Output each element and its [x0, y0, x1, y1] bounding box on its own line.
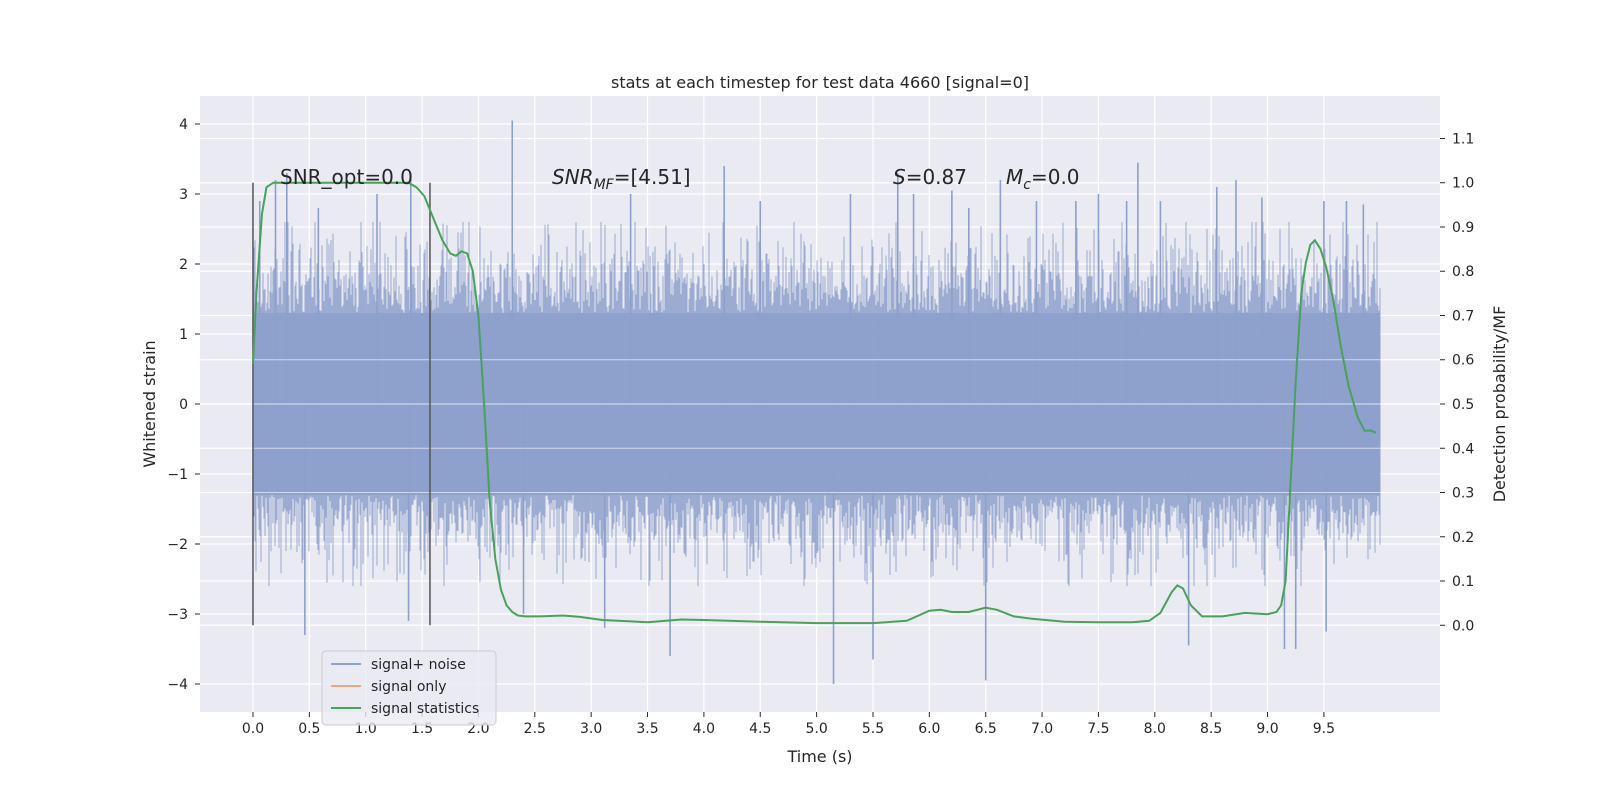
- y2-tick-label: 0.3: [1452, 486, 1474, 502]
- x-tick-label: 2.5: [524, 721, 546, 737]
- x-tick-label: 5.5: [862, 721, 884, 737]
- snr-mf-symbol: SNR: [552, 165, 594, 189]
- y2-tick-label: 0.5: [1452, 397, 1474, 413]
- y-tick-label: −1: [167, 467, 188, 483]
- x-tick-label: 9.5: [1313, 721, 1335, 737]
- y-axis-label: Whitened strain: [140, 340, 159, 467]
- x-tick-label: 3.0: [580, 721, 602, 737]
- s-value: =0.87: [906, 165, 967, 189]
- x-axis-ticks: 0.0 0.5 1.0 1.5 2.0 2.5 3.0 3.5 4.0 4.5 5.0 5.5 6.0 6…: [242, 712, 1335, 737]
- mc-symbol: M: [1006, 165, 1023, 189]
- y-tick-label: 1: [179, 327, 188, 343]
- annotation-snr-mf: SNRMF=[4.51]: [552, 165, 691, 193]
- y-tick-label: −4: [167, 677, 188, 693]
- legend-label-signal-noise: signal+ noise: [371, 657, 466, 673]
- y-tick-label: −3: [167, 607, 188, 623]
- x-tick-label: 6.5: [975, 721, 997, 737]
- snr-mf-value: =[4.51]: [614, 165, 691, 189]
- annotation-s: S=0.87: [893, 165, 967, 189]
- annotation-snr-opt: SNR_opt=0.0: [280, 165, 413, 189]
- legend-label-signal-only: signal only: [371, 679, 446, 695]
- s-symbol: S: [893, 165, 906, 189]
- x-tick-label: 0.5: [298, 721, 320, 737]
- x-tick-label: 0.0: [242, 721, 264, 737]
- legend-box: [321, 650, 497, 726]
- x-tick-label: 4.0: [693, 721, 715, 737]
- x-tick-label: 5.0: [805, 721, 827, 737]
- y2-tick-label: 1.1: [1452, 131, 1474, 147]
- x-axis-label: Time (s): [786, 747, 852, 766]
- y2-tick-label: 1.0: [1452, 176, 1474, 192]
- y-tick-label: 0: [179, 397, 188, 413]
- y2-tick-label: 0.4: [1452, 441, 1474, 457]
- chart-title: stats at each timestep for test data 466…: [611, 73, 1029, 92]
- y-tick-label: 4: [179, 117, 188, 133]
- series-signal-noise: [200, 120, 1440, 684]
- y-axis-ticks: 4 3 2 1 0 −1 −2 −3 −4: [167, 117, 200, 693]
- legend-label-signal-statistics: signal statistics: [371, 701, 479, 717]
- snr-mf-subscript: MF: [594, 177, 615, 193]
- x-tick-label: 6.0: [918, 721, 940, 737]
- y2-tick-label: 0.9: [1452, 220, 1474, 236]
- vertical-markers: [252, 182, 431, 626]
- y2-axis-ticks: 1.1 1.0 0.9 0.8 0.7 0.6 0.5 0.4 0.3 0.2 0.1 0.0: [1440, 131, 1474, 634]
- y2-tick-label: 0.0: [1452, 618, 1474, 634]
- series-signal-statistics-line: [252, 181, 1377, 625]
- legend: signal+ noise signal only signal statist…: [321, 650, 497, 726]
- x-tick-label: 7.0: [1031, 721, 1053, 737]
- x-tick-label: 8.0: [1144, 721, 1166, 737]
- y-tick-label: 3: [179, 187, 188, 203]
- x-tick-label: 4.5: [749, 721, 771, 737]
- y2-tick-label: 0.7: [1452, 308, 1474, 324]
- x-tick-label: 7.5: [1087, 721, 1109, 737]
- y2-tick-label: 0.6: [1452, 353, 1474, 369]
- y-tick-label: 2: [179, 257, 188, 273]
- mc-value: =0.0: [1031, 165, 1080, 189]
- mc-subscript: c: [1023, 177, 1031, 193]
- x-tick-label: 9.0: [1256, 721, 1278, 737]
- y2-tick-label: 0.8: [1452, 264, 1474, 280]
- x-tick-label: 3.5: [636, 721, 658, 737]
- y2-axis-label: Detection probability/MF: [1490, 306, 1509, 503]
- y2-tick-label: 0.2: [1452, 530, 1474, 546]
- y2-tick-label: 0.1: [1452, 574, 1474, 590]
- x-tick-label: 8.5: [1200, 721, 1222, 737]
- annotation-mc: Mc=0.0: [1006, 165, 1080, 193]
- y-tick-label: −2: [167, 537, 188, 553]
